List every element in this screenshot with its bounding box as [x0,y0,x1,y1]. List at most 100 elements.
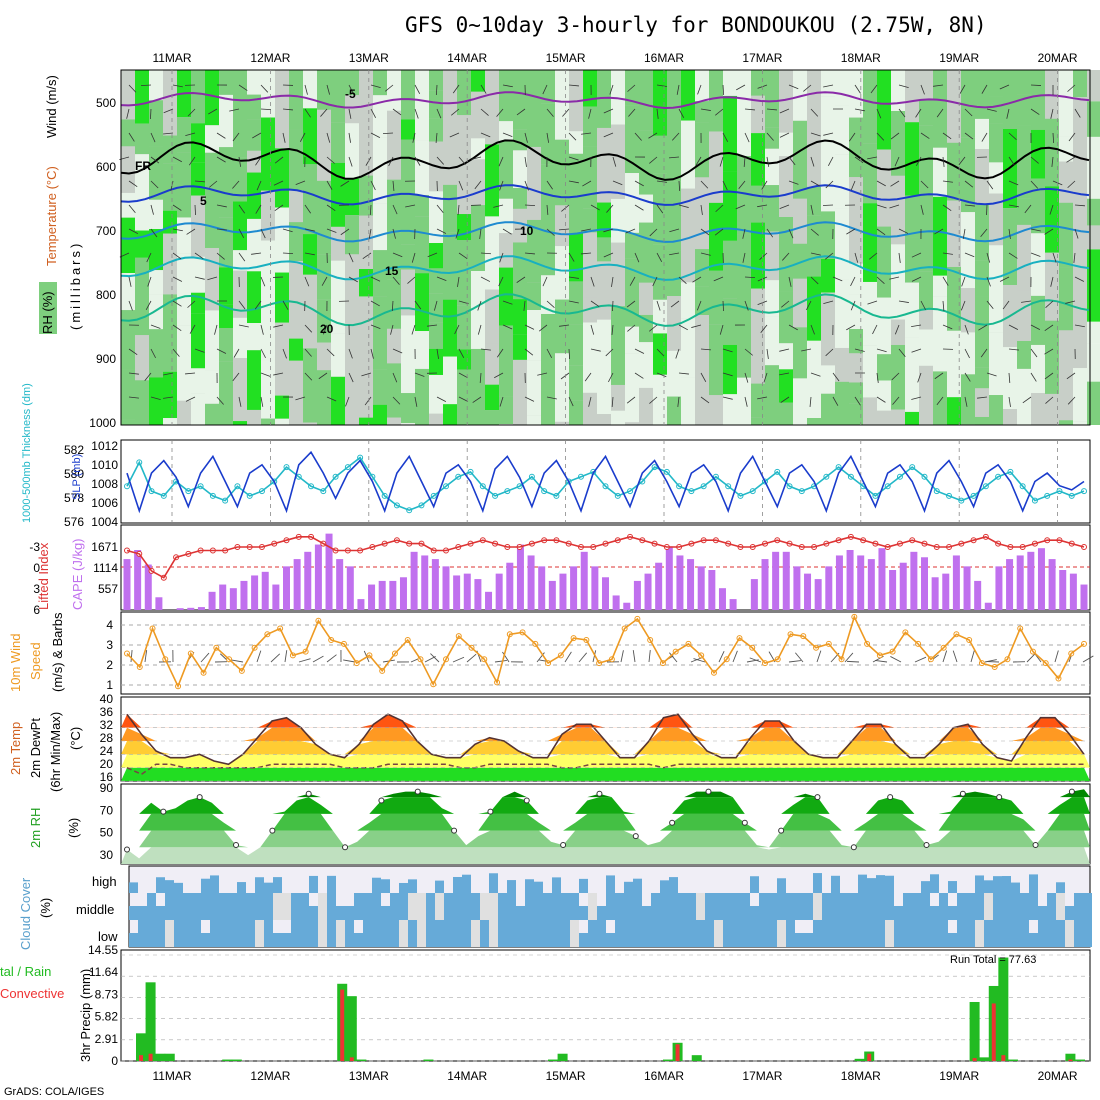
cloud-cell [687,893,696,920]
rh-shade-cell [247,150,261,173]
cloud-cell [804,893,813,920]
wind-barb [480,84,487,94]
cape-bar [378,580,386,610]
rh-shade-cell [163,371,177,419]
minmax-label: (6hr Min/Max) [48,712,63,792]
rh-shade-cell [989,123,1003,163]
wind10-barb [578,652,588,663]
wind-barb [1067,396,1076,405]
cloud-cell [408,893,417,920]
wind-barb [876,204,887,209]
cape-bar [1037,548,1045,610]
rh-shade-cell [233,421,247,425]
rh-shade-cell [1059,161,1073,203]
cloud-cell [1065,920,1074,947]
rh-shade-cell [807,95,821,166]
slp-tick: 1010 [91,458,118,472]
rh-shade-cell [709,270,723,325]
rh-shade-cell [205,370,219,404]
rh-shade-cell [457,214,471,241]
wind-barb [761,180,768,190]
wind-barb [986,300,994,310]
cloud-cell [516,920,525,947]
cloud-cell [552,920,561,947]
wind-barb [546,204,549,215]
rh-shade-cell [303,70,317,109]
wind-barb [803,84,812,92]
rh-shade-cell [1059,330,1073,399]
wind10-barb [844,652,854,663]
wind-barb [634,204,644,211]
wind-barb [194,204,196,216]
cloud-cell [354,893,363,920]
wind-barb [388,156,394,167]
wind-barb [911,348,922,353]
cloud-cell [489,893,498,920]
rh-shade-cell [821,292,835,366]
cloud-cover-label: Cloud Cover [18,877,33,950]
precip-bar [548,1059,559,1061]
wind10-barbs-label: (m/s) & Barbs [50,612,65,692]
thickness-line [126,456,1085,512]
cloud-cell [579,906,588,920]
rh-shade-cell [947,266,961,331]
cloud-cell [453,876,462,893]
rh-shade-cell [807,340,821,419]
wind-barb [627,84,636,92]
rh-shade-cell [373,369,387,405]
top-date-label: 20MAR [1038,51,1078,65]
wind-barb [304,348,312,357]
cape-bar [602,577,609,610]
cloud-cell [795,893,804,920]
rh-shade-cell [597,202,611,238]
cloud-cell [876,875,885,893]
rh-shade-cell [149,146,163,200]
cape-bar [857,555,865,610]
cloud-cell [336,920,345,947]
wind-barb [172,276,183,282]
wind-barb [801,348,812,352]
rh-shade-cell [891,409,905,425]
rh-point [923,842,930,849]
wind-barb [172,300,182,307]
wind-barb [609,84,614,95]
cloud-cell [138,906,147,920]
wind-barb [1030,84,1042,86]
rh-shade-cell [429,348,443,375]
wind-barb [697,84,702,95]
cloud-cell [984,920,993,947]
rh-shade-cell [121,217,135,274]
cloud-cell [318,920,327,947]
wind-barb [216,228,227,231]
rh-shade-cell [163,210,177,234]
cloud-cell [471,920,480,947]
wind10-barb [502,651,510,663]
wind-barb [958,156,966,166]
wind-barb [128,204,136,213]
rh-shade-cell [751,185,765,223]
temperature-contour [120,139,1090,181]
li-line [126,535,1085,579]
wind-barb [1002,300,1010,310]
chart-title: GFS 0~10day 3-hourly for BONDOUKOU (2.75… [405,13,987,37]
wind-barb [150,348,156,359]
wind-barb [715,204,724,213]
rh-shade-cell [583,208,597,233]
rh-shade-cell [247,323,261,351]
cloud-cell [921,920,930,947]
cloud-cell [561,893,570,920]
rh-shade-cell [583,232,597,259]
cloud-cell [390,920,399,947]
wind-barb [282,300,289,310]
cloud-cell [831,875,840,893]
rh-shade-cell [681,120,695,189]
wind-barb [898,252,901,263]
rh2m-units: (%) [66,818,81,838]
cloud-cell [840,920,849,947]
cape-bar [1048,559,1056,610]
wind-barb [480,276,491,282]
rh-shade-cell [1087,249,1100,322]
cloud-cell [543,920,552,947]
